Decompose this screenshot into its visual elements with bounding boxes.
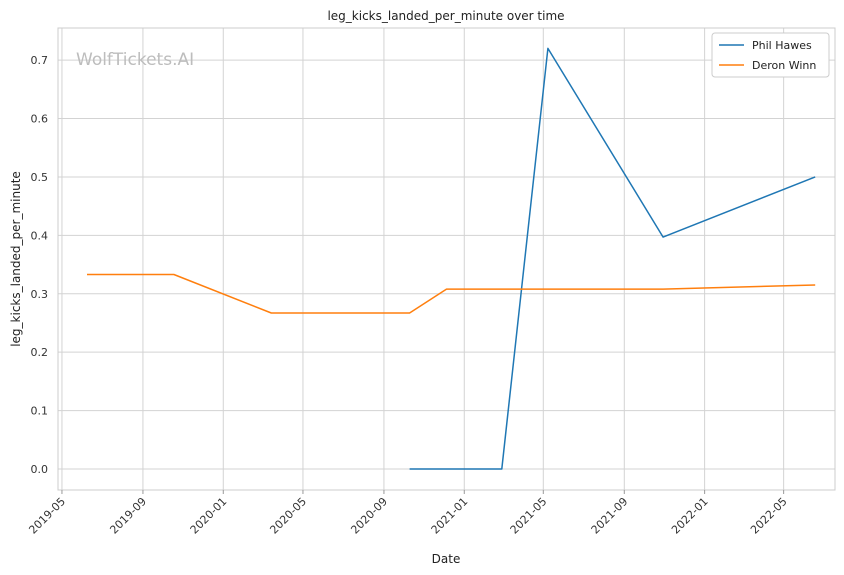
grid-lines — [58, 28, 835, 490]
legend-label-deron-winn: Deron Winn — [752, 59, 816, 72]
y-tick-label: 0.2 — [31, 346, 49, 359]
chart-title: leg_kicks_landed_per_minute over time — [327, 9, 564, 23]
y-tick-label: 0.7 — [31, 54, 49, 67]
legend-box — [711, 32, 830, 78]
watermark: WolfTickets.AI — [76, 50, 194, 70]
y-tick-label: 0.6 — [31, 113, 49, 126]
series-lines — [87, 47, 816, 470]
y-tick-label: 0.1 — [31, 405, 49, 418]
y-tick-label: 0.3 — [31, 288, 49, 301]
series-line-phil-hawes — [409, 47, 816, 470]
legend: Phil Hawes Deron Winn — [711, 32, 830, 78]
y-axis-tick-labels: 0.0 0.1 0.2 0.3 0.4 0.5 0.6 0.7 — [31, 54, 49, 476]
y-tick-label: 0.5 — [31, 171, 49, 184]
y-tick-label: 0.4 — [31, 229, 49, 242]
y-tick-label: 0.0 — [31, 463, 49, 476]
plot-area-border — [57, 27, 836, 491]
legend-label-phil-hawes: Phil Hawes — [752, 39, 812, 52]
series-line-deron-winn — [87, 273, 816, 314]
x-axis-title: Date — [432, 552, 461, 566]
y-axis-title: leg_kicks_landed_per_minute — [9, 171, 23, 347]
